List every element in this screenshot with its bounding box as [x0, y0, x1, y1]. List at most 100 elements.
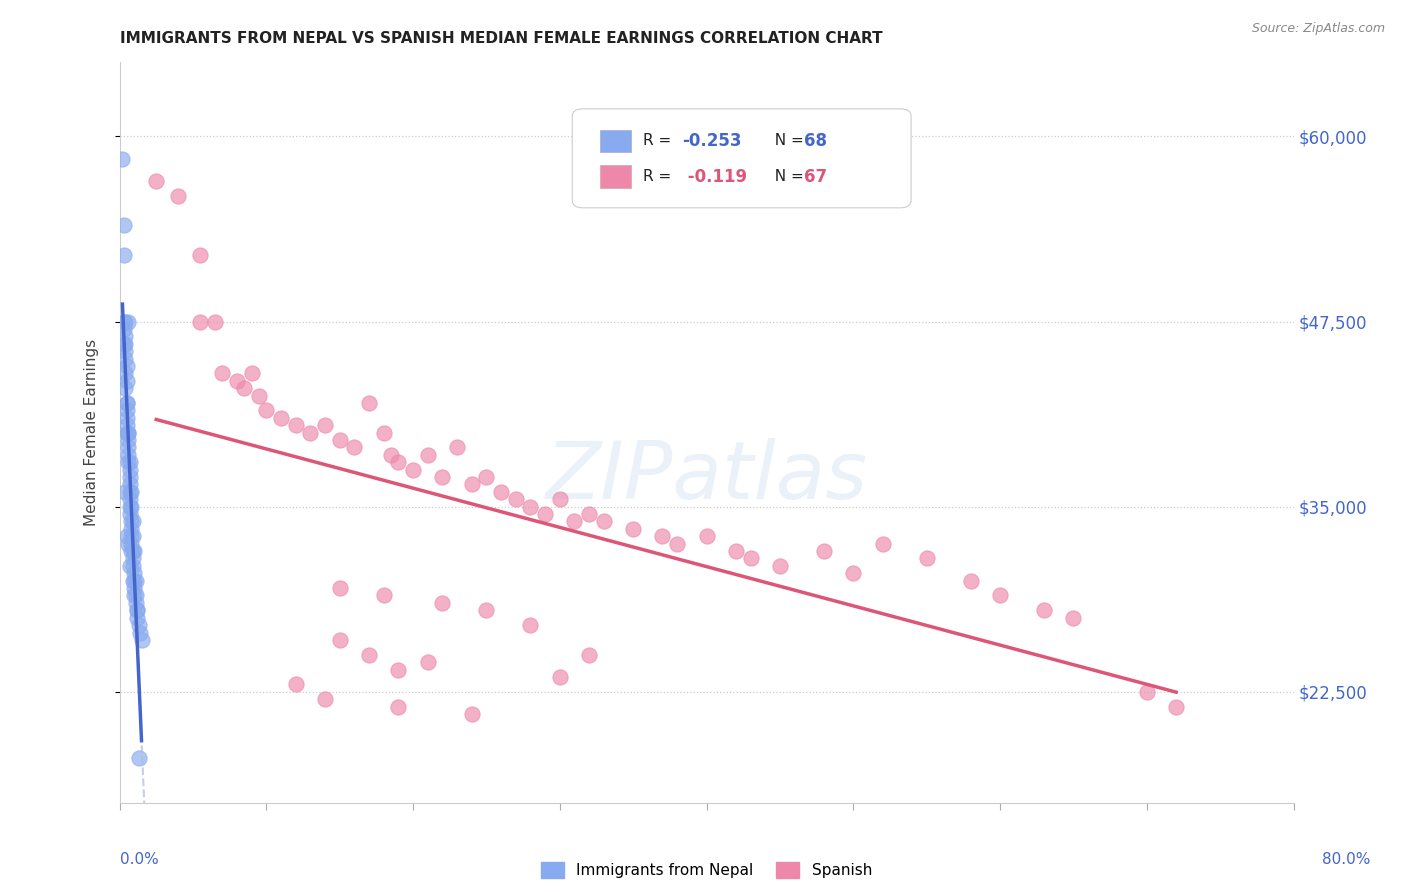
Point [519, 618, 541, 632]
Point [519, 500, 541, 514]
Point [112, 315, 135, 329]
Point [114, 484, 136, 499]
Point [188, 248, 211, 262]
Point [416, 448, 439, 462]
Point [115, 418, 138, 433]
Point [270, 410, 292, 425]
Point [314, 692, 336, 706]
Point [115, 425, 138, 440]
Point [380, 448, 402, 462]
Point [188, 315, 211, 329]
Point [112, 336, 135, 351]
Point [114, 367, 136, 381]
Point [121, 574, 143, 588]
Text: -0.253: -0.253 [682, 132, 741, 150]
Point [329, 632, 352, 647]
Point [769, 558, 792, 573]
Point [111, 152, 134, 166]
Point [121, 551, 143, 566]
Point [128, 618, 150, 632]
Point [115, 374, 138, 388]
Point [118, 470, 141, 484]
Point [475, 603, 498, 617]
Point [432, 470, 454, 484]
Point [114, 344, 136, 359]
Point [120, 500, 142, 514]
Point [505, 492, 527, 507]
Point [387, 699, 409, 714]
Point [118, 507, 141, 521]
Point [460, 706, 484, 721]
Point [284, 677, 307, 691]
Point [446, 441, 468, 455]
Text: N =: N = [765, 134, 808, 148]
Text: ZIPatlas: ZIPatlas [546, 438, 868, 516]
Text: -0.119: -0.119 [682, 168, 747, 186]
Text: 0.0%: 0.0% [120, 852, 159, 867]
Point [118, 492, 141, 507]
Point [592, 515, 614, 529]
Point [988, 589, 1011, 603]
Point [489, 484, 512, 499]
Point [120, 515, 142, 529]
Point [117, 441, 139, 455]
Point [373, 589, 395, 603]
Point [115, 529, 138, 543]
Point [120, 544, 142, 558]
Point [112, 322, 135, 336]
Point [460, 477, 484, 491]
Point [432, 596, 454, 610]
Point [131, 632, 153, 647]
Point [578, 648, 600, 662]
Point [114, 329, 136, 343]
Point [122, 544, 145, 558]
Point [813, 544, 835, 558]
Point [240, 367, 263, 381]
Point [122, 574, 145, 588]
Point [117, 536, 139, 550]
Point [121, 529, 143, 543]
Point [740, 551, 762, 566]
Point [402, 462, 425, 476]
Point [115, 410, 138, 425]
Point [578, 507, 600, 521]
Y-axis label: Median Female Earnings: Median Female Earnings [84, 339, 98, 526]
Point [117, 425, 139, 440]
Point [475, 470, 498, 484]
Point [872, 536, 894, 550]
Point [314, 418, 336, 433]
Point [299, 425, 322, 440]
Point [115, 396, 138, 410]
Point [121, 558, 143, 573]
Point [167, 188, 190, 202]
Point [120, 484, 142, 499]
Point [117, 455, 139, 469]
Point [117, 425, 139, 440]
Text: Source: ZipAtlas.com: Source: ZipAtlas.com [1251, 22, 1385, 36]
Point [548, 670, 571, 684]
Point [112, 248, 135, 262]
Point [128, 751, 150, 765]
Point [124, 596, 146, 610]
Point [959, 574, 981, 588]
Point [247, 388, 270, 402]
Text: 68: 68 [804, 132, 827, 150]
Point [548, 492, 571, 507]
Text: R =: R = [643, 134, 676, 148]
Point [114, 315, 136, 329]
Point [129, 625, 152, 640]
Point [204, 315, 226, 329]
Point [121, 515, 143, 529]
Point [117, 433, 139, 447]
Point [1164, 699, 1187, 714]
Text: R =: R = [643, 169, 676, 184]
Point [122, 566, 145, 581]
Point [357, 648, 380, 662]
Point [343, 441, 366, 455]
Point [120, 536, 142, 550]
Text: IMMIGRANTS FROM NEPAL VS SPANISH MEDIAN FEMALE EARNINGS CORRELATION CHART: IMMIGRANTS FROM NEPAL VS SPANISH MEDIAN … [120, 31, 882, 46]
Point [117, 448, 139, 462]
Point [122, 589, 145, 603]
Point [724, 544, 747, 558]
Legend: Immigrants from Nepal, Spanish: Immigrants from Nepal, Spanish [536, 855, 877, 884]
